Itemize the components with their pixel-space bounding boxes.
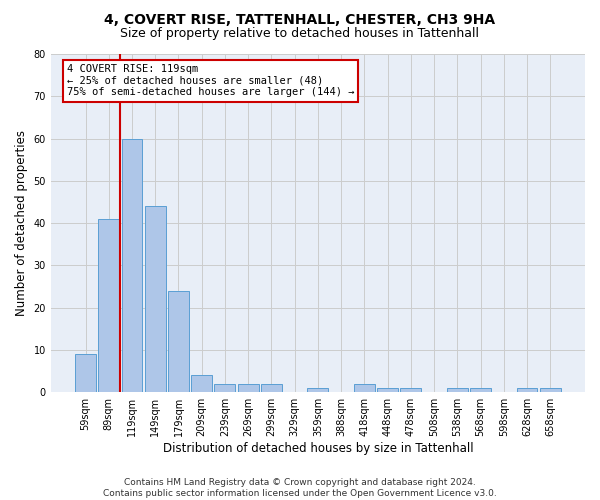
Bar — [540, 388, 561, 392]
Bar — [377, 388, 398, 392]
Text: 4 COVERT RISE: 119sqm
← 25% of detached houses are smaller (48)
75% of semi-deta: 4 COVERT RISE: 119sqm ← 25% of detached … — [67, 64, 355, 98]
Bar — [75, 354, 96, 393]
Bar — [261, 384, 282, 392]
Y-axis label: Number of detached properties: Number of detached properties — [15, 130, 28, 316]
Bar — [191, 376, 212, 392]
Bar — [214, 384, 235, 392]
Text: 4, COVERT RISE, TATTENHALL, CHESTER, CH3 9HA: 4, COVERT RISE, TATTENHALL, CHESTER, CH3… — [104, 12, 496, 26]
Bar — [447, 388, 468, 392]
Bar — [168, 291, 189, 392]
Bar — [400, 388, 421, 392]
Text: Contains HM Land Registry data © Crown copyright and database right 2024.
Contai: Contains HM Land Registry data © Crown c… — [103, 478, 497, 498]
Text: Size of property relative to detached houses in Tattenhall: Size of property relative to detached ho… — [121, 28, 479, 40]
Bar — [307, 388, 328, 392]
Bar — [98, 219, 119, 392]
Bar — [354, 384, 375, 392]
Bar — [470, 388, 491, 392]
Bar — [238, 384, 259, 392]
X-axis label: Distribution of detached houses by size in Tattenhall: Distribution of detached houses by size … — [163, 442, 473, 455]
Bar — [145, 206, 166, 392]
Bar — [122, 138, 142, 392]
Bar — [517, 388, 538, 392]
